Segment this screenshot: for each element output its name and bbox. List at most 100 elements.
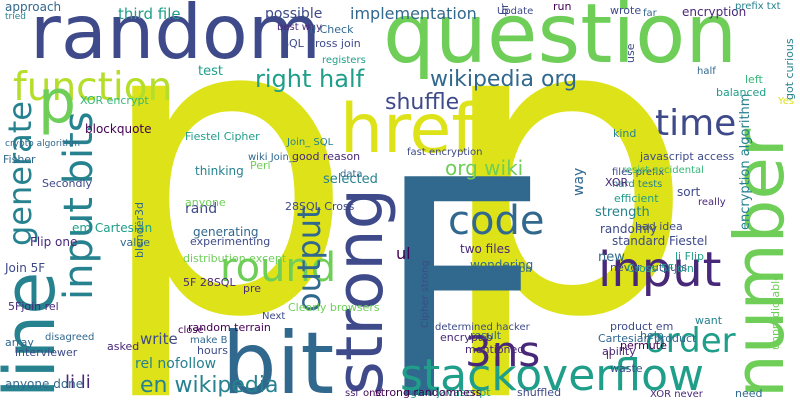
word: distribution except	[183, 252, 287, 265]
word: 3ns	[465, 327, 540, 376]
word: href	[340, 90, 477, 169]
word: blockquote	[85, 122, 152, 136]
word: registers	[322, 55, 366, 66]
word: anyone done	[5, 377, 83, 391]
word: 28SQL Cross	[285, 200, 355, 213]
word: selected	[323, 172, 378, 187]
word: Update	[497, 6, 533, 17]
word: rel nofollow	[135, 356, 216, 372]
word: blender3d	[133, 202, 146, 258]
word: question	[383, 0, 737, 82]
word: array	[5, 336, 34, 349]
word: two files	[460, 242, 510, 256]
word: Secondly	[42, 177, 93, 190]
word: generate	[1, 101, 39, 246]
word: input bits	[56, 111, 102, 300]
word: make B	[190, 335, 228, 346]
word: stackoverflow	[400, 350, 704, 400]
word: new	[598, 250, 625, 265]
word: strong randomness	[375, 386, 482, 399]
word: give javascript	[410, 386, 491, 399]
word: Cipher strong	[420, 260, 431, 328]
word: Cross 5Fjoin	[627, 262, 694, 275]
word: li li	[65, 372, 91, 393]
word: product em	[610, 320, 673, 333]
word: Yes	[777, 96, 794, 107]
word: left	[745, 73, 764, 86]
word: code	[448, 198, 544, 244]
word: p	[95, 0, 355, 400]
word: wondering	[470, 258, 533, 272]
word: one	[363, 388, 382, 399]
word: em Cartesian	[72, 221, 152, 235]
word: asked	[107, 340, 139, 353]
word: half	[697, 66, 716, 77]
word: SQL Cross join	[282, 37, 361, 50]
word: kind	[613, 127, 636, 140]
word: data	[340, 169, 363, 180]
word: mentioned	[465, 343, 524, 356]
word: ul	[396, 244, 411, 263]
word: right half	[255, 65, 365, 93]
word: input	[598, 242, 721, 298]
word: crypto algorithm	[5, 139, 80, 149]
word: determined hacker	[435, 322, 531, 333]
word: run	[553, 0, 571, 13]
word: bad idea	[635, 220, 683, 233]
word: ssl	[345, 388, 358, 399]
word: random	[30, 0, 321, 76]
word: need	[735, 387, 763, 400]
word: generating	[193, 225, 259, 239]
word: waste	[610, 362, 643, 375]
word: Next	[262, 311, 285, 322]
word: experimenting	[190, 235, 270, 248]
word: encryption	[682, 5, 746, 19]
word: fast encryption	[407, 147, 482, 158]
word: Fiestel Cipher	[185, 130, 260, 143]
word: unpredictable	[769, 274, 782, 350]
word: Flip one	[30, 235, 77, 249]
word: pre	[243, 282, 261, 295]
word: F	[375, 117, 548, 400]
word: hard tests	[612, 179, 662, 190]
word: result	[470, 329, 502, 342]
word: 5F 28SQL	[183, 276, 236, 289]
word: got curious	[783, 38, 796, 100]
word: time	[655, 103, 736, 144]
word: li Flip	[675, 250, 704, 263]
word: third file	[118, 5, 181, 23]
word: way	[571, 168, 587, 196]
word: prefix txt	[735, 1, 781, 12]
word: rand	[185, 201, 217, 217]
word: p	[435, 0, 695, 400]
word: implementation	[350, 4, 477, 23]
word: permutation	[470, 264, 532, 275]
word: Cartesian product	[598, 332, 697, 345]
word: org wiki	[445, 156, 523, 180]
word: wrote	[610, 4, 641, 17]
word: wikipedia org	[430, 67, 577, 92]
word: XOR	[605, 176, 628, 189]
word: test	[198, 64, 223, 79]
word: disagreed	[45, 332, 94, 343]
word: Join 5F	[4, 261, 45, 275]
word: sort	[677, 185, 701, 199]
word: li	[606, 351, 612, 362]
word: good reason	[292, 150, 360, 163]
word: Perl	[250, 159, 271, 172]
word: output	[290, 206, 328, 312]
word: br	[498, 3, 511, 15]
word: balanced	[716, 86, 766, 99]
word: li Check	[310, 23, 354, 36]
word: never outputs	[610, 261, 687, 274]
word: standard Fiestel	[612, 234, 707, 248]
word: random terrain	[188, 321, 271, 334]
word: p	[38, 67, 76, 137]
word: XOR never	[650, 389, 704, 400]
word: value	[120, 236, 150, 249]
word: best way	[277, 22, 322, 33]
word: permute	[620, 339, 667, 352]
word: hours	[197, 344, 228, 357]
word: resist accidental	[622, 165, 704, 176]
